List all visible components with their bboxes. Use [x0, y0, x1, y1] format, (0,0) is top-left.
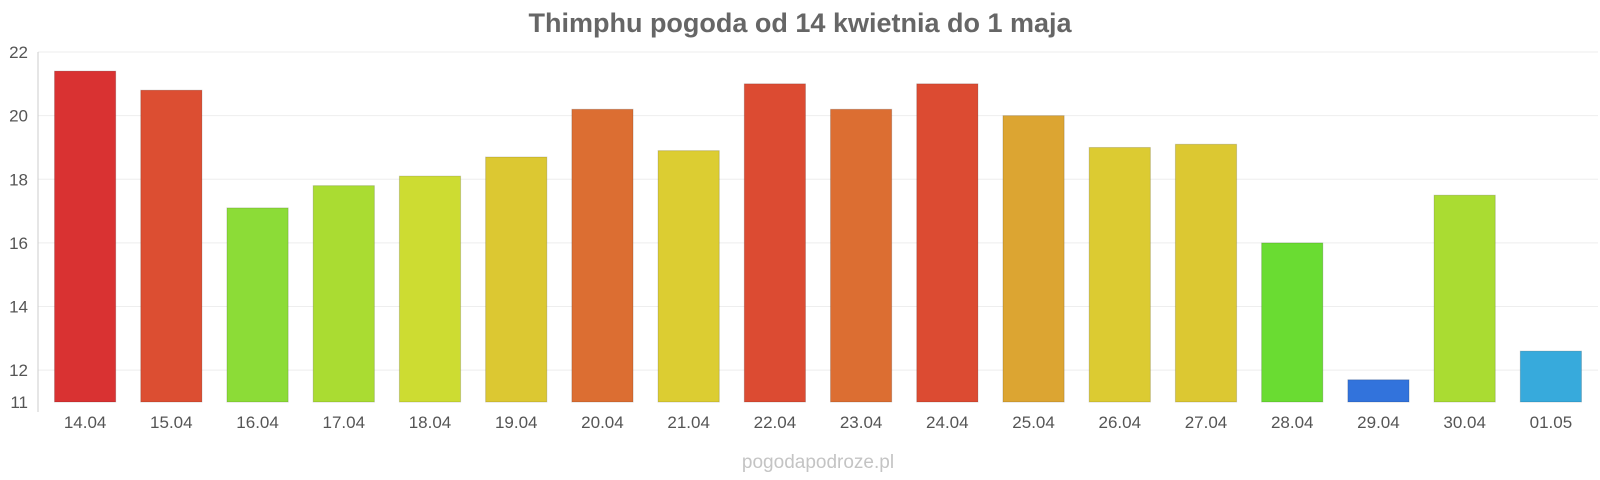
bar-20.04[interactable] — [571, 108, 634, 403]
bar-27.04[interactable] — [1174, 143, 1238, 403]
bar-23.04[interactable] — [830, 108, 893, 403]
bar-29.04[interactable] — [1347, 379, 1410, 403]
bar-16.04[interactable] — [226, 207, 289, 403]
x-tick-label: 26.04 — [1099, 413, 1142, 432]
y-tick-label: 16 — [9, 234, 28, 253]
x-tick-label: 28.04 — [1271, 413, 1314, 432]
y-tick-label: 11 — [10, 393, 28, 412]
bar-18.04[interactable] — [398, 175, 462, 403]
bar-21.04[interactable] — [657, 150, 720, 403]
bar-22.04[interactable] — [743, 83, 806, 403]
x-tick-label: 01.05 — [1530, 413, 1573, 432]
x-tick-label: 16.04 — [236, 413, 279, 432]
x-tick-label: 24.04 — [926, 413, 969, 432]
bar-01.05[interactable] — [1519, 350, 1582, 403]
x-tick-label: 29.04 — [1357, 413, 1400, 432]
y-tick-label: 14 — [9, 298, 28, 317]
bar-28.04[interactable] — [1261, 242, 1324, 403]
bar-14.04[interactable] — [54, 70, 117, 403]
y-tick-label: 22 — [9, 43, 28, 62]
footer-watermark: pogodapodroze.pl — [742, 452, 894, 473]
bar-17.04[interactable] — [312, 185, 375, 403]
y-tick-label: 18 — [9, 170, 28, 189]
x-tick-label: 23.04 — [840, 413, 883, 432]
x-tick-label: 14.04 — [64, 413, 107, 432]
x-tick-label: 20.04 — [581, 413, 624, 432]
bar-30.04[interactable] — [1433, 194, 1496, 403]
x-axis: 14.04 15.04 16.04 17.04 18.04 19.04 20.04 21.04… — [64, 413, 1572, 432]
gridlines — [38, 51, 1598, 371]
chart-title: Thimphu pogoda od 14 kwietnia do 1 maja — [528, 8, 1072, 38]
x-tick-label: 19.04 — [495, 413, 538, 432]
bar-15.04[interactable] — [140, 89, 203, 403]
x-tick-label: 15.04 — [150, 413, 193, 432]
x-tick-label: 27.04 — [1185, 413, 1228, 432]
bar-26.04[interactable] — [1088, 146, 1151, 403]
x-tick-label: 25.04 — [1012, 413, 1055, 432]
x-tick-label: 17.04 — [323, 413, 366, 432]
y-tick-label: 20 — [9, 107, 28, 126]
x-tick-label: 21.04 — [667, 413, 710, 432]
bar-24.04[interactable] — [916, 83, 979, 403]
x-tick-label: 22.04 — [754, 413, 797, 432]
bar-19.04[interactable] — [485, 156, 548, 403]
bar-25.04[interactable] — [1002, 115, 1065, 403]
x-tick-label: 18.04 — [409, 413, 452, 432]
y-axis: 11 12 14 16 18 20 22 — [9, 43, 39, 412]
y-tick-label: 12 — [9, 361, 28, 380]
bars — [54, 70, 1582, 403]
x-tick-label: 30.04 — [1443, 413, 1486, 432]
